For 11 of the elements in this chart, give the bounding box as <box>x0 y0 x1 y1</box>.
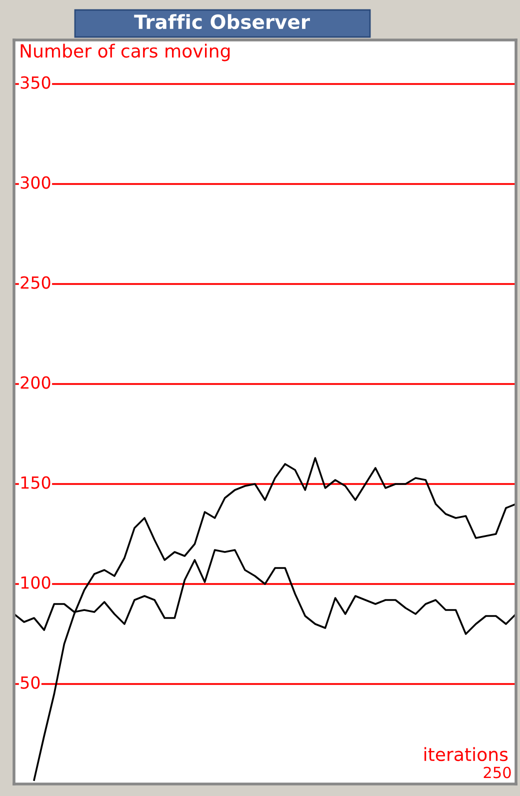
y-tick-label: 100 <box>21 576 50 589</box>
y-axis-title: Number of cars moving <box>20 44 230 62</box>
y-tick-label: 250 <box>20 276 50 289</box>
y-tick-label: 200 <box>20 376 50 389</box>
y-tick-label: 150 <box>21 476 50 489</box>
x-axis-title: iterations <box>424 747 508 762</box>
y-tick-label: 300 <box>20 176 50 189</box>
chart-title: Traffic Observer <box>134 14 310 30</box>
y-tick-label: 50 <box>20 676 40 689</box>
y-tick-label: 350 <box>20 76 50 89</box>
annotation: 250 <box>484 766 511 778</box>
